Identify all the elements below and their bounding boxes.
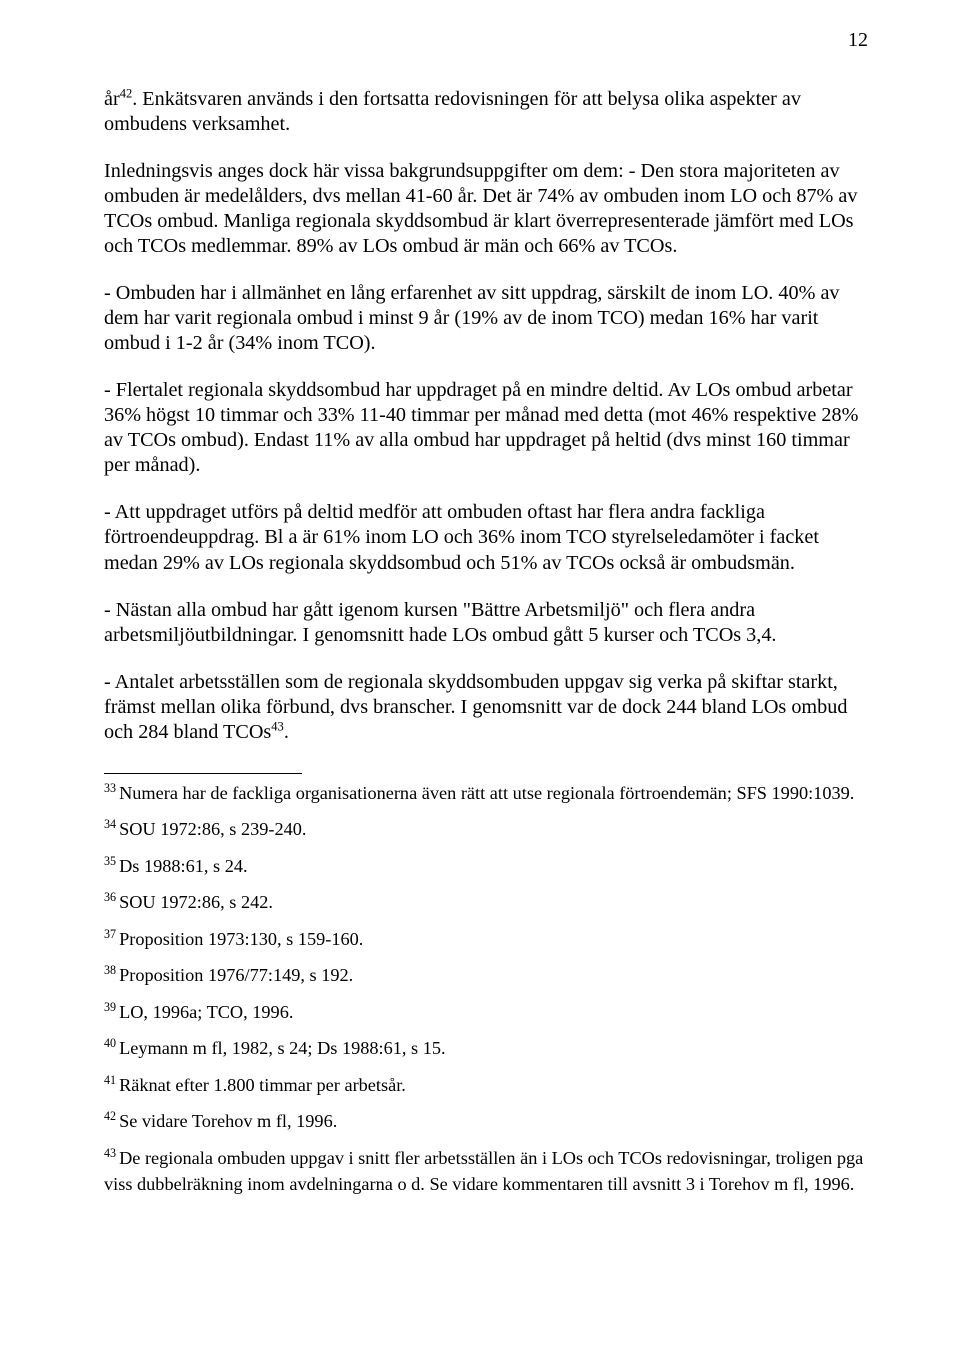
paragraph: - Ombuden har i allmänhet en lång erfare… [104, 281, 876, 356]
footnote-ref: 42 [120, 86, 133, 100]
paragraph: - Nästan alla ombud har gått igenom kurs… [104, 598, 876, 648]
footnote-number: 39 [104, 1000, 116, 1014]
footnote-number: 35 [104, 854, 116, 868]
footnote-text: Proposition 1976/77:149, s 192. [119, 965, 353, 985]
footnote-text: Ds 1988:61, s 24. [119, 856, 248, 876]
footnotes-section: 33Numera har de fackliga organisationern… [104, 780, 876, 1198]
paragraph: - Att uppdraget utförs på deltid medför … [104, 500, 876, 575]
footnote: 41Räknat efter 1.800 timmar per arbetsår… [104, 1072, 876, 1099]
footnote: 37Proposition 1973:130, s 159-160. [104, 926, 876, 953]
footnote: 38Proposition 1976/77:149, s 192. [104, 962, 876, 989]
text-run: - Antalet arbetsställen som de regionala… [104, 671, 847, 743]
text-run: år [104, 88, 120, 110]
footnote-text: SOU 1972:86, s 242. [119, 892, 273, 912]
footnote-text: Proposition 1973:130, s 159-160. [119, 929, 363, 949]
footnote-text: LO, 1996a; TCO, 1996. [119, 1002, 293, 1022]
text-run: . Enkätsvaren används i den fortsatta re… [104, 88, 801, 135]
footnote: 34SOU 1972:86, s 239-240. [104, 816, 876, 843]
footnote-text: Leymann m fl, 1982, s 24; Ds 1988:61, s … [119, 1038, 446, 1058]
footnote-text: Räknat efter 1.800 timmar per arbetsår. [119, 1075, 406, 1095]
footnote: 40Leymann m fl, 1982, s 24; Ds 1988:61, … [104, 1035, 876, 1062]
paragraph: år42. Enkätsvaren används i den fortsatt… [104, 87, 876, 137]
footnote-number: 43 [104, 1146, 116, 1160]
footnote-number: 36 [104, 890, 116, 904]
footnote-number: 41 [104, 1073, 116, 1087]
footnote-ref: 43 [271, 719, 284, 733]
footnote-separator [104, 773, 302, 774]
footnote-text: Se vidare Torehov m fl, 1996. [119, 1111, 337, 1131]
footnote-text: Numera har de fackliga organisationerna … [119, 783, 854, 803]
paragraph: - Antalet arbetsställen som de regionala… [104, 670, 876, 745]
footnote-number: 33 [104, 781, 116, 795]
footnote-number: 37 [104, 927, 116, 941]
footnote-number: 42 [104, 1109, 116, 1123]
page-number: 12 [104, 28, 876, 53]
footnote-text: SOU 1972:86, s 239-240. [119, 819, 306, 839]
footnote: 39LO, 1996a; TCO, 1996. [104, 999, 876, 1026]
footnote: 33Numera har de fackliga organisationern… [104, 780, 876, 807]
footnote: 35Ds 1988:61, s 24. [104, 853, 876, 880]
footnote: 36SOU 1972:86, s 242. [104, 889, 876, 916]
footnote-number: 38 [104, 963, 116, 977]
document-page: 12 år42. Enkätsvaren används i den forts… [0, 0, 960, 1368]
paragraph: Inledningsvis anges dock här vissa bakgr… [104, 159, 876, 259]
footnote-number: 40 [104, 1036, 116, 1050]
footnote: 42Se vidare Torehov m fl, 1996. [104, 1108, 876, 1135]
footnote: 43De regionala ombuden uppgav i snitt fl… [104, 1145, 876, 1198]
footnote-text: De regionala ombuden uppgav i snitt fler… [104, 1148, 863, 1195]
text-run: . [284, 721, 289, 743]
footnote-number: 34 [104, 817, 116, 831]
paragraph: - Flertalet regionala skyddsombud har up… [104, 378, 876, 478]
